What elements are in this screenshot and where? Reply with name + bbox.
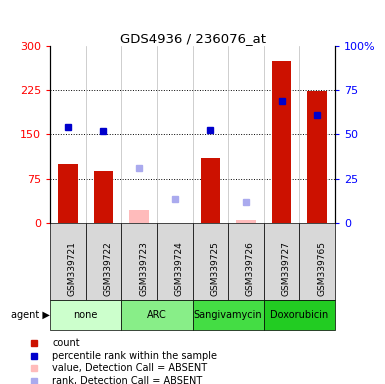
Text: agent ▶: agent ▶ — [11, 310, 50, 320]
Bar — [192, 300, 264, 330]
Bar — [264, 300, 335, 330]
Bar — [236, 220, 256, 223]
Bar — [201, 158, 220, 223]
Text: Doxorubicin: Doxorubicin — [270, 310, 328, 320]
Bar — [157, 223, 192, 300]
Text: count: count — [52, 338, 80, 348]
Text: Sangivamycin: Sangivamycin — [194, 310, 263, 320]
Text: none: none — [74, 310, 98, 320]
Bar — [85, 223, 121, 300]
Text: GSM339722: GSM339722 — [104, 241, 112, 296]
Text: ARC: ARC — [147, 310, 167, 320]
Bar — [129, 210, 149, 223]
Bar — [121, 300, 192, 330]
Text: GSM339723: GSM339723 — [139, 241, 148, 296]
Bar — [121, 223, 157, 300]
Text: value, Detection Call = ABSENT: value, Detection Call = ABSENT — [52, 363, 207, 373]
Text: percentile rank within the sample: percentile rank within the sample — [52, 351, 217, 361]
Text: GSM339724: GSM339724 — [175, 241, 184, 296]
Bar — [50, 300, 121, 330]
Text: GSM339721: GSM339721 — [68, 241, 77, 296]
Bar — [272, 61, 291, 223]
Bar — [50, 223, 85, 300]
Bar — [192, 223, 228, 300]
Bar — [264, 223, 300, 300]
Text: GSM339725: GSM339725 — [210, 241, 219, 296]
Title: GDS4936 / 236076_at: GDS4936 / 236076_at — [119, 32, 266, 45]
Text: GSM339727: GSM339727 — [281, 241, 291, 296]
Bar — [228, 223, 264, 300]
Text: GSM339726: GSM339726 — [246, 241, 255, 296]
Bar — [300, 223, 335, 300]
Text: GSM339765: GSM339765 — [317, 241, 326, 296]
Text: rank, Detection Call = ABSENT: rank, Detection Call = ABSENT — [52, 376, 203, 384]
Bar — [307, 91, 327, 223]
Bar — [58, 164, 78, 223]
Bar — [94, 171, 113, 223]
